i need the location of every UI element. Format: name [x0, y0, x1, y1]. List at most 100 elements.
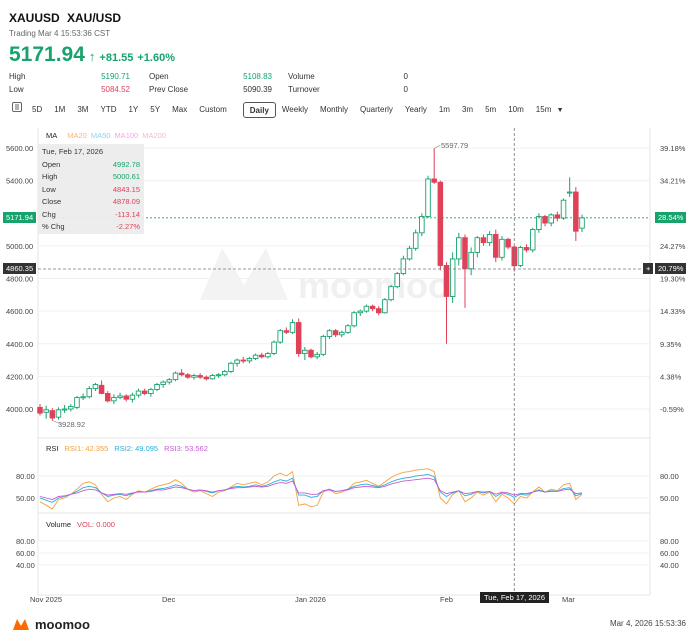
min-annotation-leader: [52, 420, 61, 424]
last-price: 5171.94: [9, 43, 85, 66]
tab-10min[interactable]: 10m: [508, 105, 524, 114]
candle-up: [363, 305, 370, 312]
candle-up: [246, 357, 253, 362]
rsi-legend-title[interactable]: RSI: [46, 444, 59, 453]
tab-ytd[interactable]: YTD: [100, 105, 117, 114]
watermark-logo-icon: [200, 248, 288, 300]
candle-up: [339, 331, 345, 336]
moomoo-logo: moomoo: [12, 616, 90, 632]
tab-15min[interactable]: 15m ▼: [530, 102, 570, 118]
low-value: 5084.52: [101, 85, 130, 94]
candle-down: [443, 264, 450, 297]
y-axis-right-label: 4.38%: [660, 372, 682, 381]
y-axis-right-label: 39.18%: [660, 144, 686, 153]
y-axis-left-label: 5400.00: [6, 177, 33, 186]
candle-up: [252, 354, 259, 359]
ma50-legend: MA50: [90, 131, 111, 140]
candle-up: [55, 409, 62, 418]
candle-down: [376, 308, 382, 314]
tab-5min[interactable]: 5m: [485, 105, 497, 114]
high-label: High: [9, 72, 26, 81]
tab-3m[interactable]: 3M: [77, 105, 89, 114]
tooltip-pctchg-value: -2.27%: [116, 222, 140, 231]
candle-up: [449, 258, 456, 297]
tab-quarterly[interactable]: Quarterly: [360, 105, 393, 114]
tab-daily[interactable]: Daily: [242, 102, 276, 118]
tab-monthly[interactable]: Monthly: [319, 105, 348, 114]
tab-1y[interactable]: 1Y: [128, 105, 139, 114]
crosshair-price-tag: 4860.35: [3, 263, 37, 274]
low-label: Low: [9, 85, 24, 94]
up-arrow-icon: ↑: [88, 49, 96, 64]
y-axis-right-label: 19.30%: [660, 275, 686, 284]
candle-down: [203, 376, 210, 380]
tooltip-low-label: Low: [42, 184, 56, 194]
volume-legend-title[interactable]: Volume: [46, 520, 72, 529]
x-label-jan: Jan 2026: [295, 595, 326, 604]
candle-up: [529, 229, 536, 251]
grid-icon[interactable]: [8, 102, 26, 118]
candle-down: [308, 349, 314, 358]
prev-close-label: Prev Close: [149, 85, 189, 94]
tab-custom[interactable]: Custom: [199, 105, 227, 114]
y-axis-left-label: 4000.00: [6, 405, 33, 414]
candle-up: [160, 381, 166, 385]
y-axis-left-label: 4200.00: [6, 372, 33, 381]
candle-up: [117, 395, 123, 399]
tab-weekly[interactable]: Weekly: [281, 105, 308, 114]
crosshair-plus-icon[interactable]: +: [643, 263, 654, 274]
candle-up: [326, 330, 333, 337]
chevron-down-icon: ▼: [556, 107, 564, 114]
candle-up: [154, 384, 160, 390]
moomoo-brand: moomoo: [35, 616, 90, 632]
tooltip-chg-label: Chg: [42, 209, 56, 219]
candle-down: [554, 214, 561, 219]
tab-yearly[interactable]: Yearly: [404, 105, 427, 114]
rsi3-legend: RSI3: 53.562: [164, 444, 208, 453]
candle-down: [431, 178, 437, 183]
candle-up: [111, 397, 117, 402]
watermark-text: moomoo: [298, 265, 450, 306]
volume-axis-right-label: 60.00: [660, 549, 679, 558]
pair-name: XAU/USD: [67, 11, 122, 25]
ma-legend-title[interactable]: MA: [46, 131, 58, 140]
volume-axis-right-label: 40.00: [660, 561, 679, 570]
min-price-annotation: 3928.92: [58, 420, 86, 429]
candle-up: [517, 247, 524, 266]
x-label-feb: Feb: [440, 595, 453, 604]
tooltip-pctchg-label: % Chg: [42, 222, 65, 231]
timeframe-tab-bar: 5D 1M 3M YTD 1Y 5Y Max Custom Daily Week…: [8, 102, 570, 118]
candle-down: [369, 305, 376, 310]
candle-up: [228, 362, 234, 372]
candle-up: [320, 335, 327, 355]
candle-up: [468, 251, 474, 270]
tooltip-low-value: 4843.15: [112, 184, 140, 194]
max-annotation-leader: [434, 145, 441, 149]
tab-max[interactable]: Max: [172, 105, 188, 114]
price-change: +81.55: [99, 52, 134, 64]
tab-5y[interactable]: 5Y: [150, 105, 161, 114]
tab-3min[interactable]: 3m: [461, 105, 474, 114]
candle-up: [265, 353, 271, 358]
rsi2-legend: RSI2: 49.095: [114, 444, 159, 453]
tab-1m[interactable]: 1M: [54, 105, 66, 114]
chart-area[interactable]: 5600.00 39.18% 5400.00 34.21% 5000.00 24.27% 4…: [0, 120, 694, 610]
tab-5d[interactable]: 5D: [32, 105, 43, 114]
candle-up: [425, 178, 431, 217]
candle-up: [166, 379, 173, 383]
candle-down: [493, 234, 499, 258]
candle-up: [135, 390, 142, 396]
candle-up: [382, 299, 388, 314]
current-price-tag: 5171.94: [3, 212, 37, 223]
volume-axis-left-label: 60.00: [16, 549, 35, 558]
candle-up: [215, 374, 222, 377]
x-label-nov: Nov 2025: [30, 595, 63, 604]
volume-axis-right-label: 80.00: [660, 537, 679, 546]
tab-1min[interactable]: 1m: [438, 105, 450, 114]
turnover-value: 0: [403, 85, 408, 94]
candle-up: [86, 388, 93, 398]
rsi-axis-right-label: 80.00: [660, 472, 679, 481]
y-axis-left-label: 4800.00: [6, 275, 33, 284]
tooltip-date: Tue, Feb 17, 2026: [42, 147, 104, 156]
candle-up: [68, 406, 74, 410]
